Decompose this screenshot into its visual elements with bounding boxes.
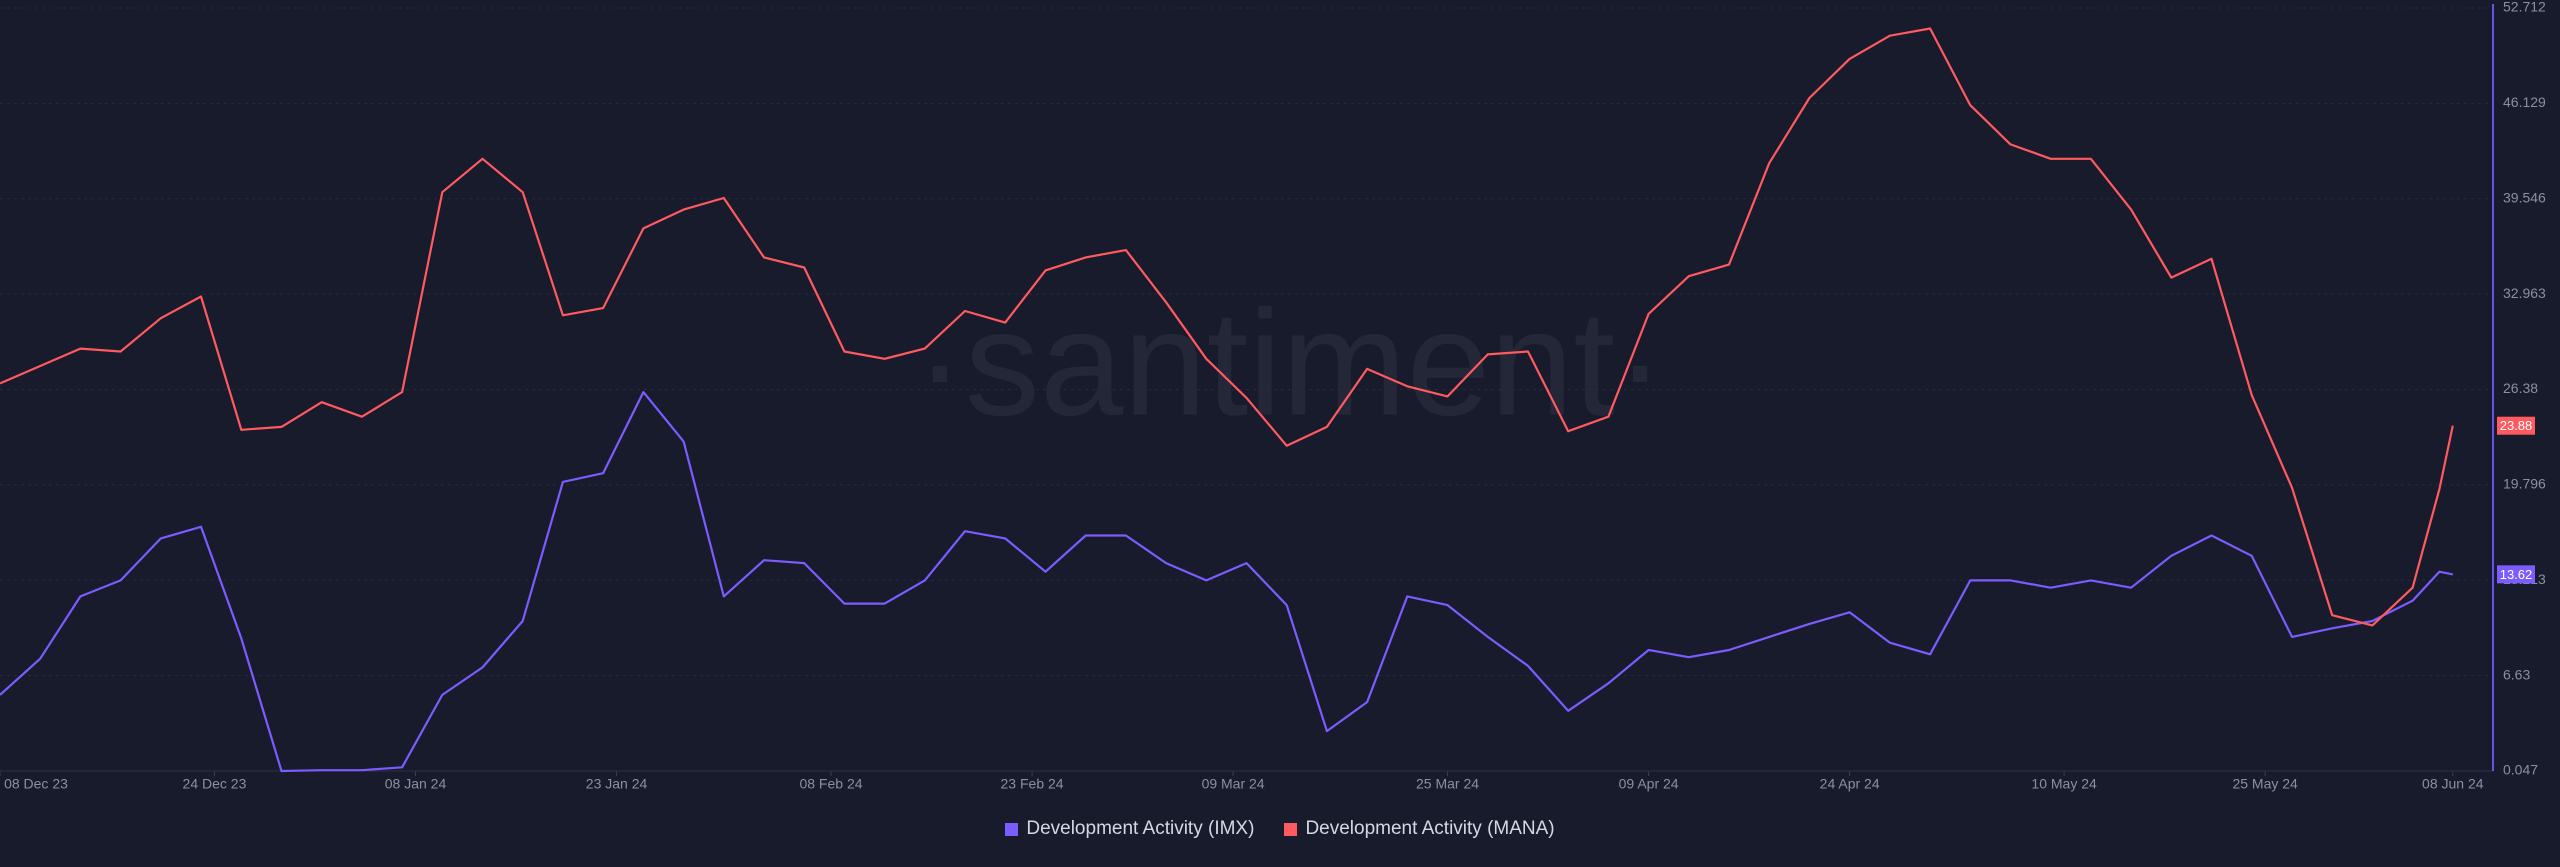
y-tick-label: 32.963 — [2503, 285, 2546, 301]
x-tick-label: 08 Feb 24 — [799, 776, 862, 792]
y-tick-label: 6.63 — [2503, 666, 2530, 682]
x-tick-label: 08 Dec 23 — [4, 776, 68, 792]
x-tick-label: 23 Jan 24 — [586, 776, 648, 792]
x-tick-label: 08 Jun 24 — [2422, 776, 2484, 792]
y-tick-label: 39.546 — [2503, 189, 2546, 205]
x-tick-label: 25 Mar 24 — [1416, 776, 1479, 792]
series-line — [0, 391, 2454, 773]
x-tick-label: 24 Apr 24 — [1820, 776, 1880, 792]
last-value-label: 13.62 — [2500, 567, 2533, 582]
legend: Development Activity (IMX) Development Ac… — [0, 818, 2560, 840]
x-tick-label: 08 Jan 24 — [385, 776, 447, 792]
legend-label: Development Activity (MANA) — [1305, 818, 1555, 839]
last-value-badge — [2497, 565, 2535, 584]
x-tick-label: 23 Feb 24 — [1001, 776, 1064, 792]
legend-swatch — [1005, 822, 1019, 836]
watermark: ·santiment· — [915, 279, 1665, 447]
legend-label: Development Activity (IMX) — [1026, 818, 1255, 839]
chart: ·santiment· 0.0476.6313.21319.79626.3832… — [0, 0, 2546, 792]
last-value-badge — [2497, 416, 2535, 435]
legend-swatch — [1284, 822, 1298, 836]
y-tick-label: 46.129 — [2503, 94, 2546, 110]
x-tick-label: 09 Mar 24 — [1202, 776, 1265, 792]
x-tick-label: 25 May 24 — [2232, 776, 2298, 792]
x-tick-label: 24 Dec 23 — [183, 776, 247, 792]
x-tick-label: 10 May 24 — [2031, 776, 2097, 792]
y-tick-label: 52.712 — [2503, 0, 2546, 15]
series-line — [0, 27, 2454, 627]
legend-item[interactable]: Development Activity (MANA) — [1284, 818, 1555, 840]
y-tick-label: 0.047 — [2503, 762, 2538, 778]
y-tick-label: 26.38 — [2503, 380, 2538, 396]
last-value-label: 23.88 — [2500, 418, 2533, 433]
legend-item[interactable]: Development Activity (IMX) — [1005, 818, 1254, 840]
x-tick-label: 09 Apr 24 — [1619, 776, 1679, 792]
y-tick-label: 19.796 — [2503, 476, 2546, 492]
